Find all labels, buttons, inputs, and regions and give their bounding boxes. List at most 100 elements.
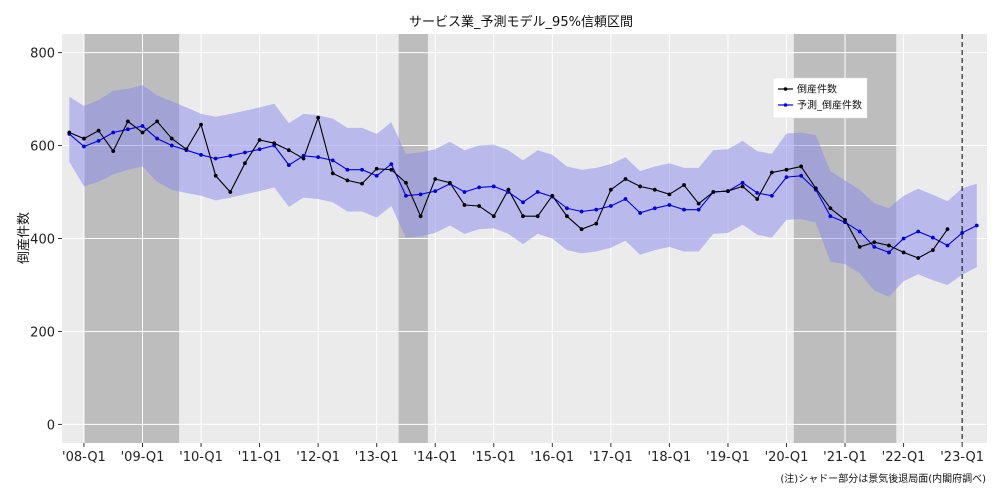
point-forecast-62 (974, 223, 979, 228)
point-actual-21 (374, 166, 379, 171)
point-forecast-18 (330, 158, 335, 163)
point-actual-13 (257, 138, 262, 142)
point-forecast-57 (901, 236, 906, 241)
point-forecast-2 (96, 138, 101, 143)
x-tick-label-5: '12-Q1 (296, 450, 340, 465)
confidence-band-area (69, 85, 977, 297)
point-actual-30 (506, 187, 511, 192)
point-actual-53 (843, 218, 847, 222)
point-actual-44 (711, 190, 716, 194)
point-forecast-6 (155, 136, 160, 141)
point-actual-10 (213, 173, 218, 178)
point-actual-9 (199, 122, 203, 127)
point-forecast-4 (125, 127, 130, 132)
point-actual-56 (887, 243, 891, 248)
point-actual-34 (565, 214, 569, 219)
point-forecast-59 (930, 235, 935, 240)
point-actual-24 (418, 214, 423, 219)
point-actual-38 (623, 177, 628, 181)
point-actual-54 (857, 244, 862, 249)
y-axis-label: 倒産件数 (16, 212, 32, 264)
point-actual-59 (930, 248, 935, 253)
y-tick-label-600: 600 (30, 140, 55, 155)
confidence-band (69, 85, 977, 297)
point-forecast-54 (857, 229, 862, 234)
x-tick-label-6: '13-Q1 (355, 450, 399, 465)
point-forecast-40 (652, 206, 657, 211)
point-forecast-11 (228, 153, 233, 158)
point-actual-4 (125, 119, 130, 124)
point-forecast-15 (286, 163, 291, 167)
point-actual-42 (682, 183, 686, 187)
point-forecast-50 (799, 173, 804, 178)
point-forecast-7 (169, 143, 174, 148)
legend-label-actual: 倒産件数 (797, 83, 837, 96)
point-actual-5 (140, 130, 145, 135)
x-tick-label-13: '20-Q1 (765, 450, 809, 465)
point-forecast-23 (404, 193, 408, 198)
point-forecast-9 (199, 152, 203, 157)
y-tick-label-0: 0 (47, 418, 55, 433)
point-forecast-61 (960, 231, 965, 235)
x-tick-label-9: '16-Q1 (530, 450, 574, 465)
point-actual-6 (155, 119, 160, 124)
point-actual-12 (243, 161, 247, 166)
point-forecast-19 (345, 167, 350, 172)
point-forecast-38 (623, 197, 628, 201)
point-forecast-34 (565, 206, 569, 211)
point-forecast-60 (945, 243, 950, 248)
x-tick-label-3: '10-Q1 (179, 450, 223, 465)
x-tick-label-10: '17-Q1 (589, 450, 633, 465)
point-forecast-58 (916, 229, 921, 234)
legend-marker-forecast (783, 103, 788, 107)
point-actual-17 (316, 115, 321, 120)
point-actual-27 (462, 203, 467, 207)
point-actual-2 (96, 128, 101, 133)
point-forecast-20 (360, 167, 364, 172)
point-forecast-52 (828, 214, 833, 219)
point-actual-14 (272, 141, 277, 146)
x-axis-ticks: '08-Q1 '09-Q1 '10-Q1 '11-Q1 '12-Q1 '13-Q1 '14-… (62, 443, 984, 465)
point-forecast-16 (301, 153, 306, 158)
point-actual-32 (535, 214, 540, 219)
x-tick-label-7: '14-Q1 (413, 450, 457, 465)
point-actual-37 (608, 187, 613, 192)
point-actual-48 (769, 170, 774, 175)
point-actual-55 (872, 240, 877, 245)
y-axis-ticks: 0 200 400 600 800 (30, 47, 62, 433)
point-forecast-22 (389, 162, 394, 167)
point-actual-23 (404, 180, 408, 185)
point-forecast-41 (667, 203, 672, 207)
point-forecast-31 (521, 200, 525, 205)
point-forecast-29 (491, 184, 496, 189)
point-forecast-28 (477, 185, 482, 190)
point-actual-18 (330, 171, 335, 176)
point-forecast-37 (608, 204, 613, 208)
point-actual-15 (286, 148, 291, 153)
legend-label-forecast: 予測_倒産件数 (797, 99, 862, 112)
point-actual-16 (301, 156, 306, 161)
point-actual-36 (594, 221, 599, 226)
point-forecast-21 (374, 173, 379, 178)
point-actual-19 (345, 178, 350, 183)
point-actual-0 (67, 130, 72, 135)
point-actual-49 (784, 167, 789, 172)
point-forecast-24 (418, 192, 423, 197)
point-actual-47 (755, 197, 760, 201)
point-actual-60 (945, 227, 950, 232)
legend: 倒産件数 予測_倒産件数 (772, 77, 868, 119)
point-actual-50 (799, 164, 804, 169)
chart-title: サービス業_予測モデル_95%信頼区間 (409, 14, 633, 30)
point-actual-8 (184, 147, 189, 152)
point-forecast-39 (638, 211, 643, 215)
x-tick-label-14: '21-Q1 (823, 450, 867, 465)
x-tick-label-2: '09-Q1 (121, 450, 165, 465)
point-forecast-27 (462, 190, 467, 194)
y-tick-label-800: 800 (30, 47, 55, 62)
point-forecast-32 (535, 190, 540, 194)
point-forecast-48 (769, 193, 774, 198)
point-actual-20 (360, 181, 364, 186)
legend-box (772, 77, 868, 119)
point-actual-52 (828, 206, 833, 211)
